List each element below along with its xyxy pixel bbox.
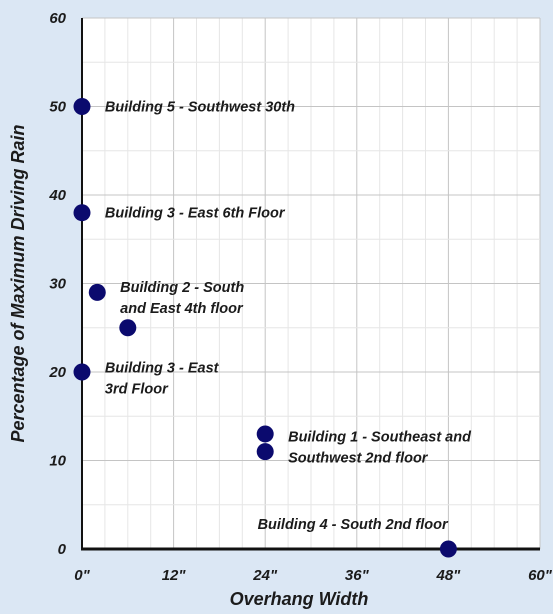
x-tick-label: 0" [74,567,90,584]
x-tick-label: 36" [345,567,370,584]
y-tick-label: 10 [49,453,66,470]
y-tick-label: 40 [48,187,66,204]
data-points [73,98,457,558]
data-point [88,283,106,301]
point-annotation: Building 5 - Southwest 30th [105,100,295,116]
x-tick-label: 48" [436,567,462,584]
data-point [119,319,137,337]
y-tick-label: 50 [49,99,66,116]
x-axis-title: Overhang Width [230,589,369,609]
data-point [256,425,274,443]
data-point [256,443,274,461]
point-annotation: Building 3 - East 6th Floor [105,206,286,222]
data-point [73,363,91,381]
point-annotation: Building 3 - East 3rd Floor [105,361,220,398]
grid [82,17,541,549]
data-point [73,98,91,115]
x-tick-label: 12" [162,567,187,584]
data-point [439,540,457,558]
x-tick-label: 60" [528,567,553,584]
y-tick-label: 0 [58,541,67,558]
y-tick-label: 30 [49,276,66,293]
point-annotation: Building 2 - South and East 4th floor [120,280,244,317]
point-annotation: Building 1 - Southeast and Southwest 2nd … [288,430,472,467]
point-annotation: Building 4 - South 2nd floor [258,517,449,533]
annotations: Building 5 - Southwest 30th Building 3 - … [105,100,472,534]
y-axis-title: Percentage of Maximum Driving Rain [8,124,28,442]
data-point [73,204,91,222]
x-tick-label: 24" [252,567,278,584]
tick-labels: 0 10 20 30 40 50 60 0" 12" 24" 36" 48" 60" [48,10,552,584]
y-tick-label: 60 [49,10,66,27]
y-tick-label: 20 [48,364,66,381]
